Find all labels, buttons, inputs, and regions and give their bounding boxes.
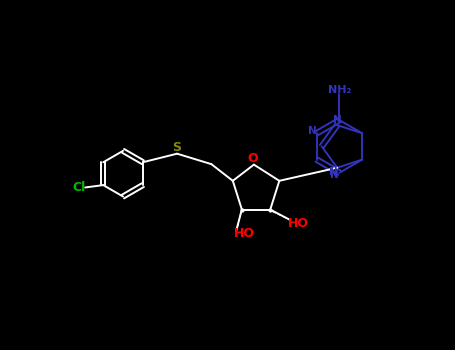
Text: HO: HO bbox=[288, 217, 309, 230]
Text: N: N bbox=[329, 167, 338, 176]
Text: N: N bbox=[308, 126, 316, 136]
Text: HO: HO bbox=[234, 227, 255, 240]
Text: O: O bbox=[248, 152, 258, 165]
Text: NH₂: NH₂ bbox=[328, 85, 351, 95]
Text: S: S bbox=[172, 140, 182, 154]
Text: Cl: Cl bbox=[72, 181, 85, 194]
Text: N: N bbox=[333, 116, 342, 125]
Text: N: N bbox=[330, 170, 339, 180]
